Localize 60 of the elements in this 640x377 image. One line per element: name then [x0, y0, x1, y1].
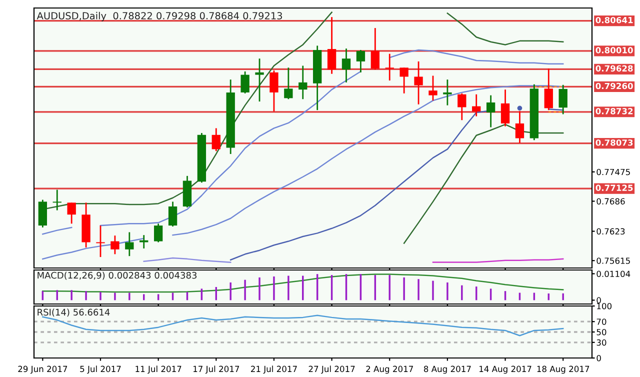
candlestick	[486, 94, 496, 128]
candlestick	[110, 234, 120, 255]
candlestick	[356, 49, 366, 74]
y-tick-label: 0	[596, 297, 601, 304]
y-tick-label: 0	[596, 354, 601, 362]
y-tick-label: 100	[597, 302, 612, 310]
x-tick-label: 18 Aug 2017	[537, 366, 590, 374]
candlestick	[400, 66, 408, 94]
ref-line-label: 0.80641	[596, 16, 633, 24]
candlestick	[558, 84, 568, 115]
x-tick-label: 5 Jul 2017	[80, 366, 121, 374]
candlestick	[284, 66, 293, 100]
y-tick-label: 0.7686	[596, 198, 625, 204]
candlestick	[96, 224, 105, 258]
x-tick-label: 14 Aug 2017	[479, 366, 532, 374]
y-tick-label: 0.7623	[596, 228, 625, 235]
candlestick	[370, 27, 380, 70]
y-tick-label: 0.01104	[596, 270, 630, 278]
candlestick	[342, 48, 351, 84]
candlestick	[385, 53, 394, 82]
candlestick	[154, 222, 163, 243]
candlestick	[240, 70, 250, 94]
chart-title: AUDUSD,Daily 0.78822 0.79298 0.78684 0.79213	[36, 12, 282, 22]
candlestick	[414, 60, 423, 106]
ref-line-label: 0.77125	[596, 184, 633, 191]
y-tick-label: 0.77475	[596, 168, 630, 176]
candlestick	[472, 94, 481, 117]
candlestick	[500, 88, 510, 128]
annotation: MACD(12,26,9) 0.002843 0.004383	[38, 272, 197, 280]
candlestick	[270, 70, 278, 112]
candlestick	[298, 65, 308, 100]
annotation: RSI(14) 56.6614	[38, 308, 110, 317]
candlestick	[255, 58, 264, 102]
ref-line-label: 0.79260	[596, 82, 633, 90]
x-tick-label: 17 Jul 2017	[193, 366, 240, 374]
candlestick	[458, 92, 466, 121]
candlestick	[125, 232, 134, 257]
x-tick-label: 11 Jul 2017	[136, 366, 182, 374]
x-tick-label: 29 Jun 2017	[18, 366, 68, 374]
candlestick	[212, 128, 220, 152]
candlestick	[544, 68, 553, 111]
y-tick-label: 0.75615	[596, 258, 630, 264]
candlestick	[327, 16, 336, 75]
candlestick	[443, 78, 452, 106]
y-tick-label: 50	[596, 328, 606, 336]
x-tick-label: 27 Jul 2017	[308, 366, 355, 374]
x-tick-label: 8 Aug 2017	[424, 366, 471, 374]
ref-line-label: 0.78073	[596, 139, 633, 146]
candlestick	[428, 75, 438, 102]
ref-line-label: 0.78732	[596, 108, 633, 114]
ref-line-label: 0.80010	[596, 47, 633, 54]
candlestick	[168, 200, 178, 228]
candlestick	[52, 189, 62, 211]
ref-line-label: 0.79628	[596, 65, 633, 72]
candlestick	[67, 202, 76, 224]
y-tick-label: 30	[596, 339, 606, 346]
x-tick-label: 2 Aug 2017	[366, 366, 413, 374]
candlestick	[38, 199, 48, 228]
x-tick-label: 21 Jul 2017	[251, 366, 297, 374]
y-tick-label: 70	[596, 318, 606, 325]
